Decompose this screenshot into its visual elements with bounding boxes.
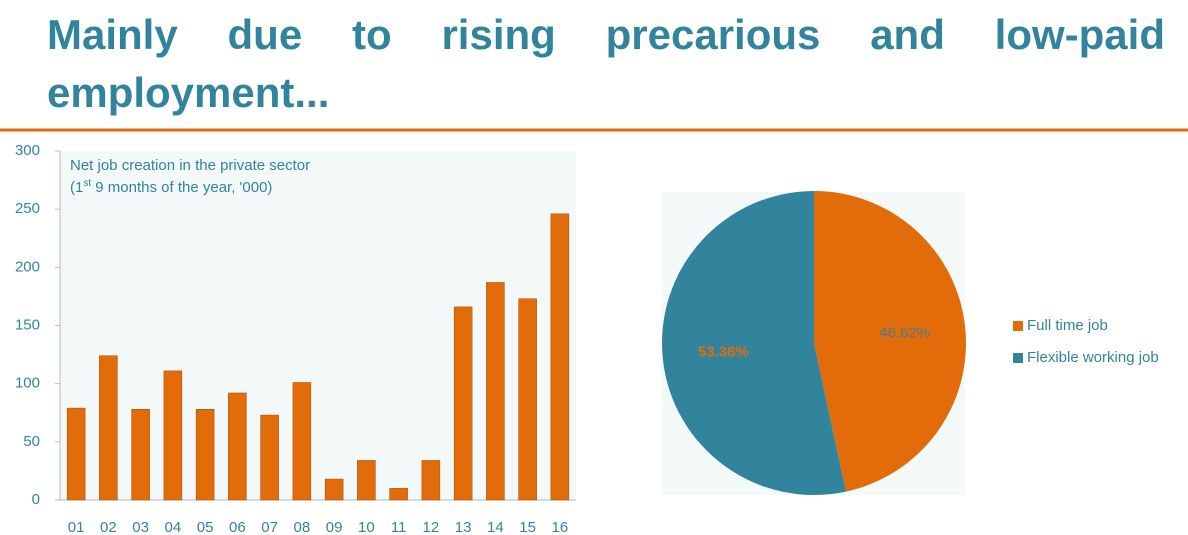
bar	[228, 392, 247, 501]
y-tick-label: 100	[15, 375, 40, 392]
bar	[453, 306, 473, 501]
x-tick-label: 13	[455, 519, 472, 535]
bar	[131, 409, 150, 501]
slide-title: Mainly due to rising precarious and low-…	[47, 11, 1165, 116]
x-tick-label: 12	[423, 519, 440, 535]
legend-swatch	[1013, 353, 1023, 363]
y-tick-label: 150	[15, 316, 40, 333]
y-tick-label: 250	[15, 200, 40, 217]
bar	[99, 355, 118, 501]
bar	[292, 382, 312, 501]
pie-slice	[814, 191, 966, 492]
y-tick-label: 200	[15, 258, 40, 275]
bar	[163, 370, 183, 501]
bar	[66, 407, 86, 501]
x-tick-label: 05	[197, 519, 214, 535]
subtitle: (1st 9 months of the year, '000)	[70, 178, 272, 196]
bar	[195, 409, 215, 501]
subtitle-part: (1	[70, 179, 83, 196]
x-tick-label: 03	[132, 519, 149, 535]
bar	[486, 282, 505, 501]
bar	[550, 213, 570, 501]
y-tick-label: 300	[15, 142, 40, 159]
pie-label: 53.38%	[698, 344, 749, 361]
x-tick-label: 14	[487, 519, 504, 535]
x-tick-label: 10	[358, 519, 375, 535]
x-tick-label: 16	[552, 519, 569, 535]
x-tick-label: 07	[261, 519, 278, 535]
bar	[421, 460, 441, 501]
annotation: Net job creation in the private sector	[70, 157, 310, 174]
x-tick-label: 09	[326, 519, 343, 535]
y-tick-label: 0	[32, 491, 40, 508]
bar	[389, 488, 408, 501]
y-tick-label: 50	[23, 433, 40, 450]
bar	[518, 298, 537, 501]
x-tick-label: 02	[100, 519, 117, 535]
bar	[324, 478, 344, 501]
x-tick-label: 06	[229, 519, 246, 535]
pie-label: 46.62%	[879, 324, 930, 341]
bar	[357, 460, 376, 501]
legend-label: Flexible working job	[1027, 349, 1159, 366]
x-tick-label: 15	[519, 519, 536, 535]
subtitle-part: 9 months of the year, '000)	[91, 179, 272, 196]
legend-label: Full time job	[1027, 317, 1108, 334]
x-tick-label: 01	[68, 519, 85, 535]
x-tick-label: 08	[294, 519, 311, 535]
bar	[260, 414, 279, 501]
subtitle-sup: st	[83, 178, 91, 189]
x-tick-label: 04	[165, 519, 182, 535]
pie-slice	[661, 191, 847, 495]
x-tick-label: 11	[391, 519, 407, 535]
legend-swatch	[1013, 321, 1023, 331]
